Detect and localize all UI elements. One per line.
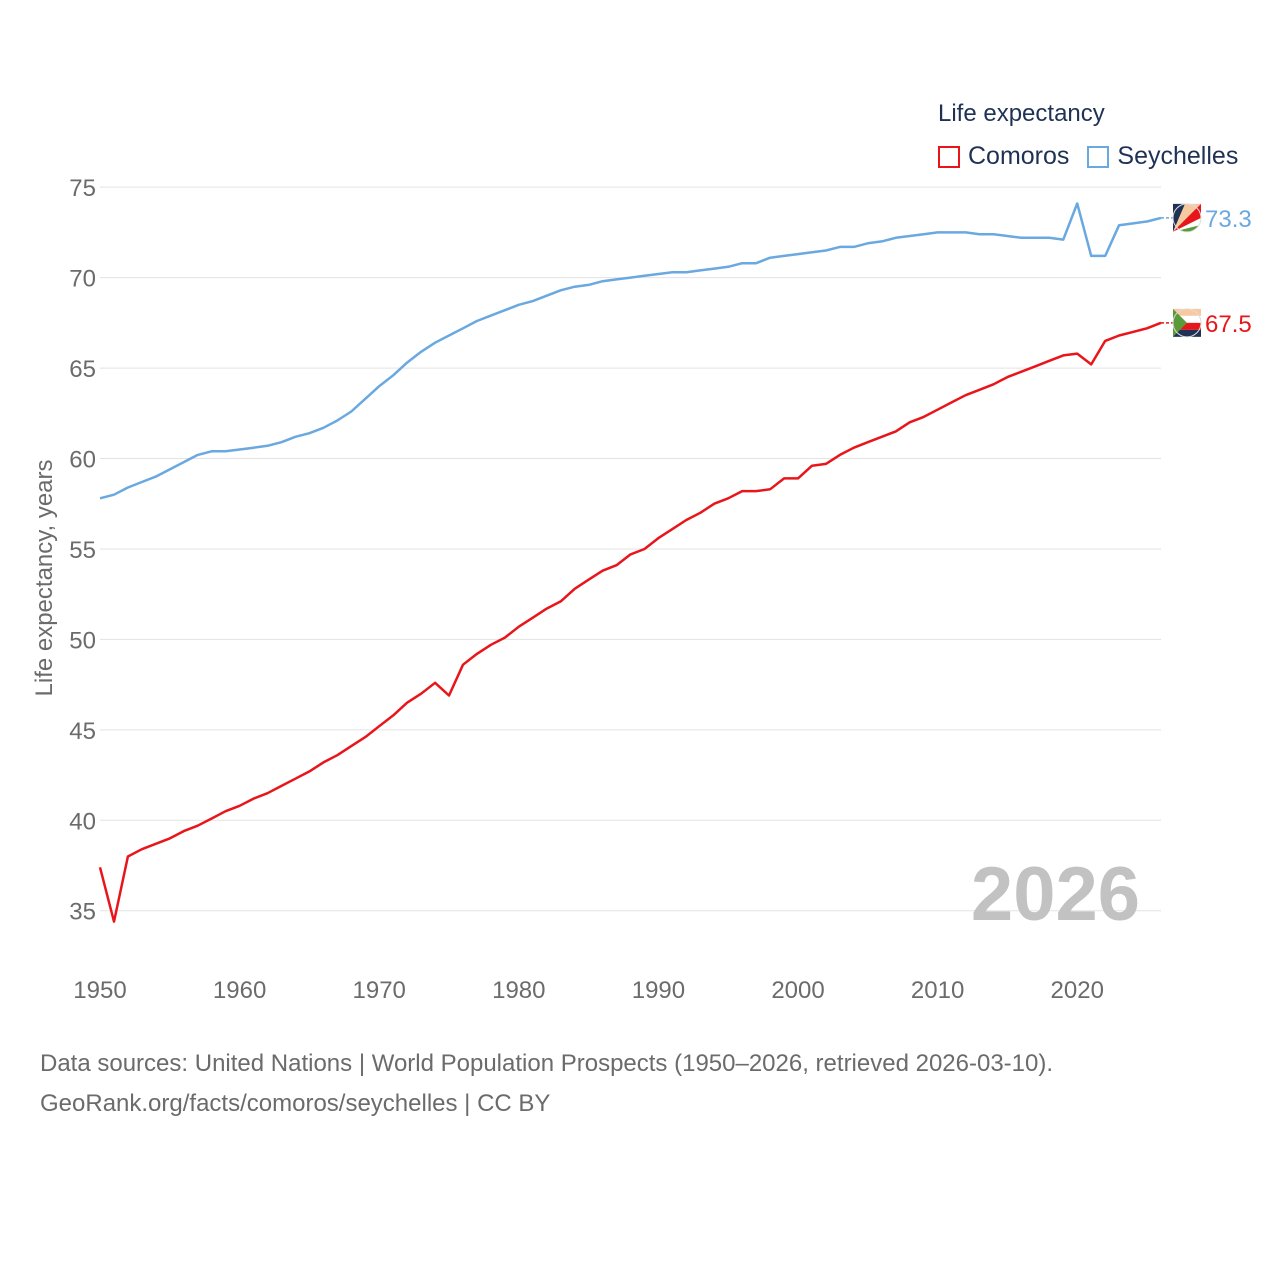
data-source: Data sources: United Nations | World Pop… — [40, 1044, 1053, 1124]
x-tick-label-1960: 1960 — [213, 977, 266, 1004]
y-tick-label-50: 50 — [69, 627, 96, 654]
x-tick-label-1980: 1980 — [492, 977, 545, 1004]
series-line-seychelles — [99, 202, 1162, 500]
flag-triangle-green — [1173, 308, 1187, 337]
x-tick-label-2000: 2000 — [771, 977, 824, 1004]
legend: Comoros Seychelles — [938, 142, 1256, 171]
flag-stripe-yellow — [1173, 308, 1201, 316]
flag-border — [1172, 308, 1202, 338]
flag-icon-seychelles — [1172, 203, 1202, 233]
flag-stripe-blue — [1173, 329, 1201, 337]
end-markers: 67.5 73.3 — [1161, 203, 1252, 338]
legend-swatch-comoros — [938, 145, 960, 168]
x-axis-ticks: 1950 1960 1970 1980 1990 2000 2010 2020 — [73, 977, 1104, 1004]
y-tick-label-75: 75 — [69, 175, 96, 202]
y-tick-label-70: 70 — [69, 266, 96, 293]
y-tick-label-65: 65 — [69, 356, 96, 383]
flag-ray-red — [1173, 203, 1201, 232]
y-tick-label-40: 40 — [69, 808, 96, 835]
source-line-1: Data sources: United Nations | World Pop… — [40, 1050, 1054, 1077]
flag-icon-comoros — [1172, 308, 1202, 338]
flag-stripe-white — [1173, 315, 1201, 323]
legend-label-seychelles: Seychelles — [1117, 142, 1239, 170]
flag-border — [1172, 203, 1202, 233]
legend-title: Life expectancy — [938, 100, 1105, 127]
end-value-label-comoros: 67.5 — [1205, 311, 1252, 338]
y-axis-label: Life expectancy, years — [31, 459, 58, 696]
x-tick-label-2020: 2020 — [1051, 977, 1104, 1004]
x-tick-label-1970: 1970 — [353, 977, 406, 1004]
source-line-2[interactable]: GeoRank.org/facts/comoros/seychelles | C… — [40, 1090, 551, 1117]
x-tick-label-2010: 2010 — [911, 977, 964, 1004]
flag-stripe-red — [1173, 322, 1201, 330]
y-tick-label-45: 45 — [69, 718, 96, 745]
y-tick-label-55: 55 — [69, 537, 96, 564]
y-axis-ticks: 35 40 45 50 55 60 65 70 75 — [69, 175, 96, 926]
gridlines — [100, 186, 1161, 912]
y-tick-label-60: 60 — [69, 447, 96, 474]
series-lines — [98, 202, 1162, 923]
legend-item-seychelles[interactable]: Seychelles — [1087, 142, 1238, 171]
legend-item-comoros[interactable]: Comoros — [938, 142, 1069, 171]
legend-label-comoros: Comoros — [968, 142, 1070, 170]
end-value-label-seychelles: 73.3 — [1205, 206, 1252, 233]
legend-swatch-seychelles — [1087, 145, 1110, 168]
x-tick-label-1950: 1950 — [73, 977, 126, 1004]
flag-ray-white — [1173, 217, 1201, 232]
year-watermark: 2026 — [971, 852, 1140, 937]
y-tick-label-35: 35 — [69, 899, 96, 926]
series-line-comoros — [98, 321, 1162, 923]
x-tick-label-1990: 1990 — [632, 977, 685, 1004]
